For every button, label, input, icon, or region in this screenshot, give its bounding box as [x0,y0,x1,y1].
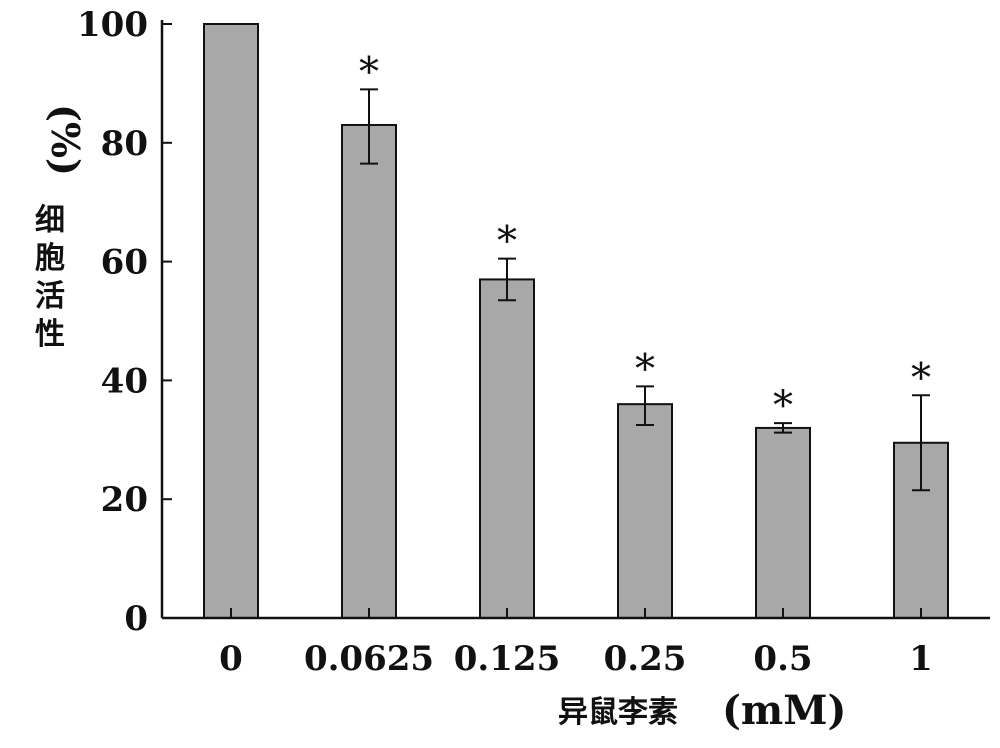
significance-marker: * [911,355,931,401]
x-axis-unit: (mM) [722,687,846,734]
x-tick-label: 0.125 [454,639,560,679]
axes-layer [160,20,990,620]
bars-layer [203,23,949,620]
bar-0.0625 [341,123,397,619]
bar-0.125 [479,278,535,619]
significance-marker: * [359,49,379,95]
x-tick-label: 0 [219,639,243,679]
y-tick-label: 0 [124,599,148,639]
y-tick-label: 60 [101,243,148,283]
x-tick-label: 0.25 [604,639,687,679]
error-bar-0.5 [774,422,792,434]
significance-marker: * [497,219,517,265]
error-bar-0.125 [498,257,516,302]
error-bar-0.25 [636,385,654,426]
y-axis-title: 细胞活性 [35,203,65,352]
error-bars-layer [360,88,930,492]
bar-0 [203,23,259,619]
y-tick-label: 20 [101,480,148,520]
y-axis-unit: (%) [43,104,88,176]
x-tick-label: 0.5 [753,639,812,679]
y-tick-label: 80 [101,124,148,164]
significance-marker: * [773,383,793,429]
labels-layer: * * * * * 0 20 40 60 80 100 0 0.0625 0.125 0.25 0.5 1 [77,5,933,679]
error-bar-1 [912,394,930,492]
x-tick-label: 1 [909,639,933,679]
x-tick-label: 0.0625 [304,639,434,679]
x-axis-title: 异鼠李素 [558,695,678,730]
significance-marker: * [635,346,655,392]
error-bar-0.0625 [360,88,378,165]
y-tick-label: 100 [77,5,148,45]
bar-0.5 [755,426,811,620]
bar-0.25 [617,403,673,619]
y-tick-label: 40 [101,361,148,401]
